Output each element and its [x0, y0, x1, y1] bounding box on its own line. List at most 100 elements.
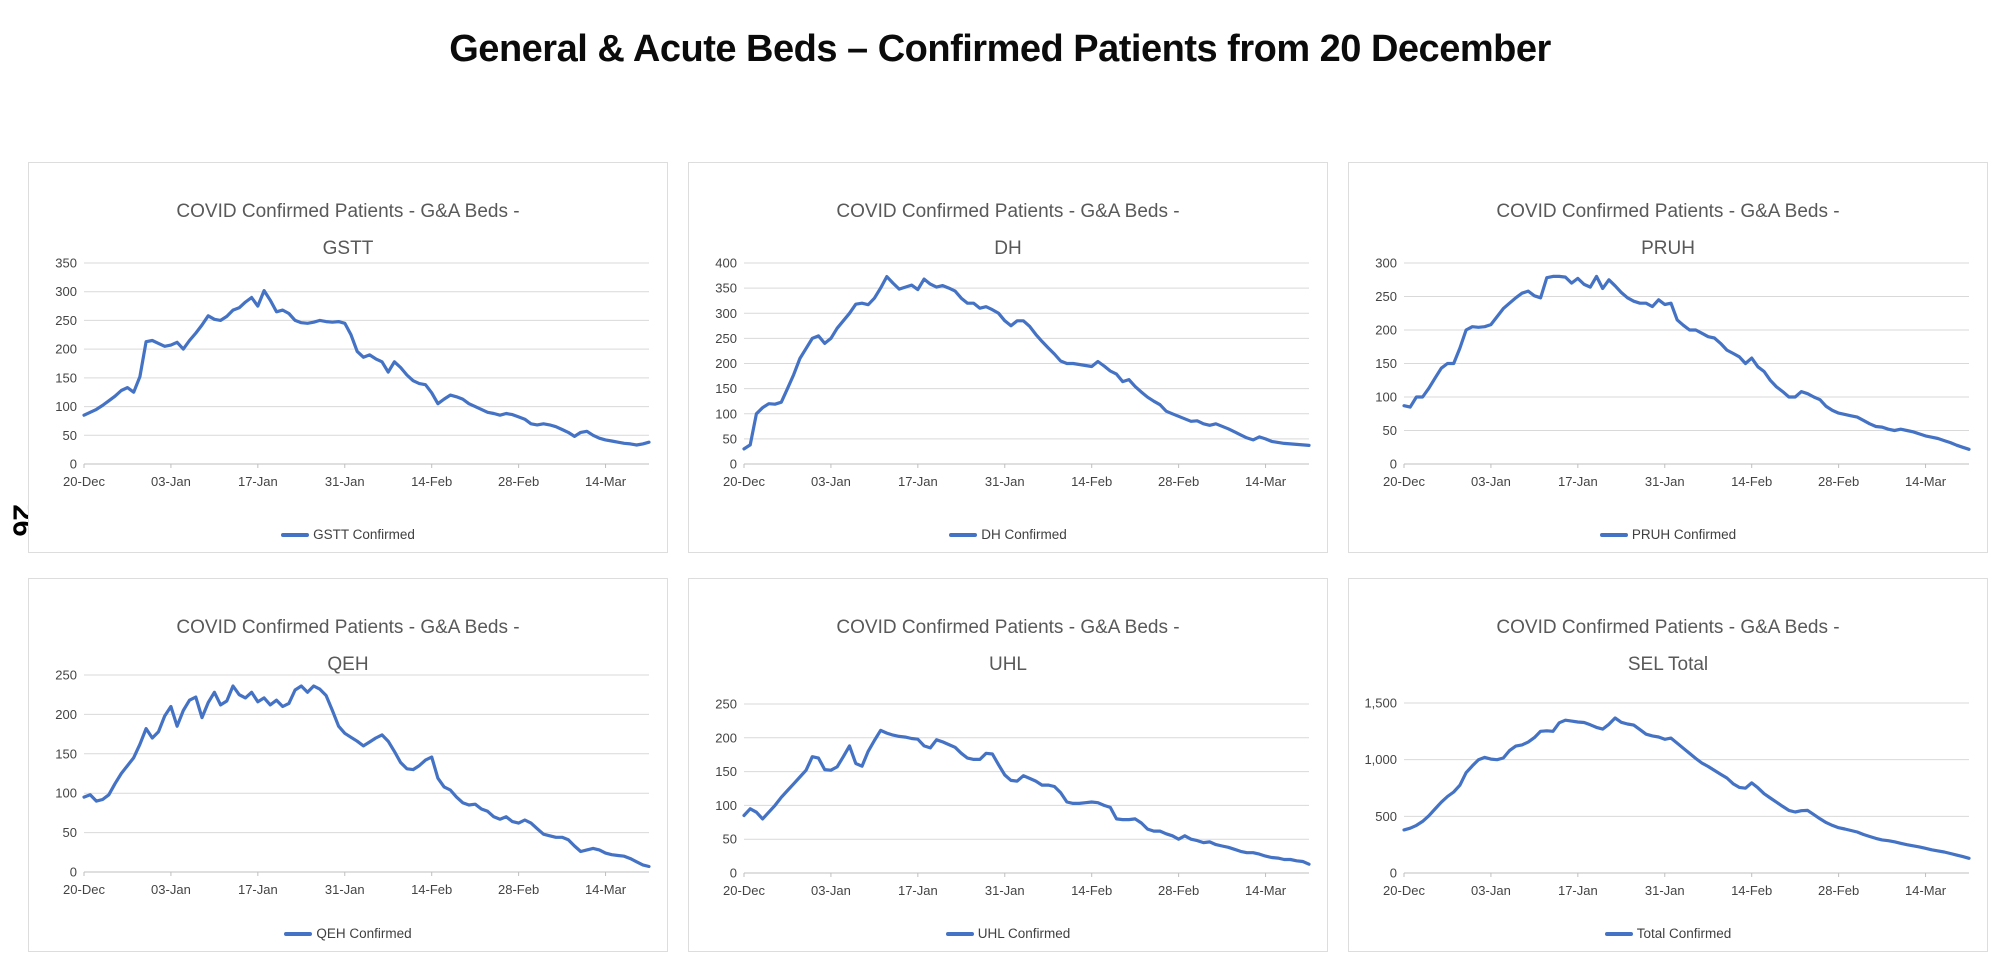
line-chart-qeh: 250 200 150 100 50 0 20-Dec 03-Jan 17-Jan 31-Jan 1…: [55, 668, 651, 897]
x-axis-tick-label: 31-Jan: [985, 883, 1025, 898]
y-axis-tick-label: 100: [715, 798, 737, 813]
y-axis-tick-label: 50: [63, 428, 77, 443]
line-chart-gstt: 350 300 250 200 150 100 50 0 20-Dec 03-Jan 17-Jan 3…: [55, 256, 651, 489]
x-axis-tick-label: 28-Feb: [498, 474, 539, 489]
series-line-dh: [742, 274, 1311, 451]
x-axis-tick-label: 31-Jan: [325, 474, 365, 489]
chart-panel-gstt: COVID Confirmed Patients - G&A Beds - GST…: [28, 162, 668, 553]
x-axis-tick-label: 20-Dec: [723, 474, 765, 489]
x-axis-tick-label: 31-Jan: [1645, 474, 1685, 489]
y-axis-tick-label: 0: [1390, 866, 1397, 881]
y-axis-tick-label: 200: [715, 730, 737, 745]
y-axis-tick-label: 250: [715, 331, 737, 346]
x-axis-tick-label: 20-Dec: [63, 882, 105, 897]
legend: GSTT Confirmed: [29, 527, 667, 542]
y-axis-tick-label: 150: [1375, 356, 1397, 371]
x-axis-tick-label: 14-Mar: [585, 882, 627, 897]
x-axis-tick-label: 14-Mar: [1905, 883, 1947, 898]
y-axis-tick-label: 150: [715, 764, 737, 779]
chart-title: COVID Confirmed Patients - G&A Beds - PRU…: [1349, 193, 1987, 267]
line-chart-pruh: 300 250 200 150 100 50 0 20-Dec 03-Jan 17-Jan 31-J…: [1375, 256, 1971, 489]
legend: QEH Confirmed: [29, 926, 667, 941]
x-axis-tick-label: 28-Feb: [498, 882, 539, 897]
y-axis-tick-label: 200: [55, 342, 77, 357]
chart-title-line1: COVID Confirmed Patients - G&A Beds -: [176, 617, 520, 638]
legend-label: DH Confirmed: [981, 527, 1067, 542]
y-axis-tick-label: 1,000: [1364, 752, 1397, 767]
y-axis-tick-label: 200: [1375, 323, 1397, 338]
x-axis-tick-label: 28-Feb: [1158, 474, 1199, 489]
chart-title: COVID Confirmed Patients - G&A Beds - GST…: [29, 193, 667, 267]
x-axis-tick-label: 20-Dec: [1383, 474, 1425, 489]
x-axis-tick-label: 14-Feb: [411, 882, 452, 897]
x-axis-tick-label: 17-Jan: [238, 474, 278, 489]
x-axis-tick-label: 28-Feb: [1818, 883, 1859, 898]
chart-title-line1: COVID Confirmed Patients - G&A Beds -: [1496, 201, 1840, 222]
line-chart-uhl: 250 200 150 100 50 0 20-Dec 03-Jan 17-Jan 31-Jan 1…: [715, 697, 1311, 898]
series-line-pruh: [1402, 274, 1971, 451]
legend: PRUH Confirmed: [1349, 527, 1987, 542]
x-axis-tick-label: 14-Mar: [1905, 474, 1947, 489]
y-axis-tick-label: 150: [55, 746, 77, 761]
chart-panel-uhl: COVID Confirmed Patients - G&A Beds - UHL…: [688, 578, 1328, 952]
x-axis-tick-label: 14-Feb: [1071, 883, 1112, 898]
y-axis-tick-label: 0: [730, 457, 737, 472]
chart-title-line2: GSTT: [322, 238, 374, 259]
x-axis-tick-label: 03-Jan: [811, 883, 851, 898]
series-line-uhl: [742, 728, 1311, 866]
chart-title: COVID Confirmed Patients - G&A Beds - SEL…: [1349, 609, 1987, 683]
x-axis-tick-label: 20-Dec: [63, 474, 105, 489]
chart-title: COVID Confirmed Patients - G&A Beds - UHL: [689, 609, 1327, 683]
x-axis-tick-label: 28-Feb: [1158, 883, 1199, 898]
y-axis-tick-label: 250: [1375, 289, 1397, 304]
x-axis-tick-label: 20-Dec: [1383, 883, 1425, 898]
x-axis-tick-label: 17-Jan: [238, 882, 278, 897]
series-line-sel-total: [1402, 716, 1971, 860]
x-axis-tick-label: 03-Jan: [1471, 883, 1511, 898]
legend-label: PRUH Confirmed: [1631, 527, 1737, 542]
y-axis-tick-label: 100: [715, 406, 737, 421]
chart-title-line2: QEH: [327, 654, 369, 675]
y-axis-tick-label: 50: [723, 431, 737, 446]
chart-title-line2: UHL: [988, 654, 1027, 675]
y-axis-tick-label: 150: [55, 370, 77, 385]
y-axis-tick-label: 1,500: [1364, 696, 1397, 711]
page-title: General & Acute Beds – Confirmed Patient…: [449, 28, 1551, 70]
y-axis-tick-label: 250: [715, 697, 737, 712]
x-axis-tick-label: 14-Feb: [1731, 474, 1772, 489]
x-axis-tick-label: 31-Jan: [985, 474, 1025, 489]
y-axis-tick-label: 200: [55, 707, 77, 722]
y-axis-tick-label: 0: [70, 457, 77, 472]
chart-panel-qeh: COVID Confirmed Patients - G&A Beds - QEH…: [28, 578, 668, 952]
chart-title-line2: PRUH: [1641, 238, 1695, 259]
x-axis-tick-label: 17-Jan: [898, 883, 938, 898]
x-axis-tick-label: 03-Jan: [1471, 474, 1511, 489]
y-axis-tick-label: 0: [730, 866, 737, 881]
legend-line-swatch: [281, 532, 310, 537]
chart-title-line2: DH: [994, 238, 1022, 259]
x-axis-tick-label: 28-Feb: [1818, 474, 1859, 489]
y-axis-tick-label: 200: [715, 356, 737, 371]
y-axis-tick-label: 300: [1375, 256, 1397, 271]
legend: Total Confirmed: [1349, 926, 1987, 941]
y-axis-tick-label: 50: [723, 832, 737, 847]
y-axis-tick-label: 250: [55, 668, 77, 683]
y-axis-tick-label: 300: [55, 284, 77, 299]
x-axis-tick-label: 14-Mar: [1245, 883, 1287, 898]
legend-line-swatch: [1599, 532, 1628, 537]
chart-title-line1: COVID Confirmed Patients - G&A Beds -: [836, 201, 1180, 222]
series-line-qeh: [82, 684, 651, 869]
legend-label: GSTT Confirmed: [313, 527, 415, 542]
y-axis-tick-label: 50: [63, 825, 77, 840]
y-axis-tick-label: 350: [715, 281, 737, 296]
y-axis-tick-label: 350: [55, 256, 77, 271]
y-axis-tick-label: 100: [55, 399, 77, 414]
legend-line-swatch: [949, 532, 978, 537]
x-axis-tick-label: 20-Dec: [723, 883, 765, 898]
y-axis-tick-label: 250: [55, 313, 77, 328]
x-axis-tick-label: 14-Mar: [585, 474, 627, 489]
chart-panel-dh: COVID Confirmed Patients - G&A Beds - DH 4…: [688, 162, 1328, 553]
legend-label: QEH Confirmed: [316, 926, 412, 941]
x-axis-tick-label: 03-Jan: [151, 882, 191, 897]
